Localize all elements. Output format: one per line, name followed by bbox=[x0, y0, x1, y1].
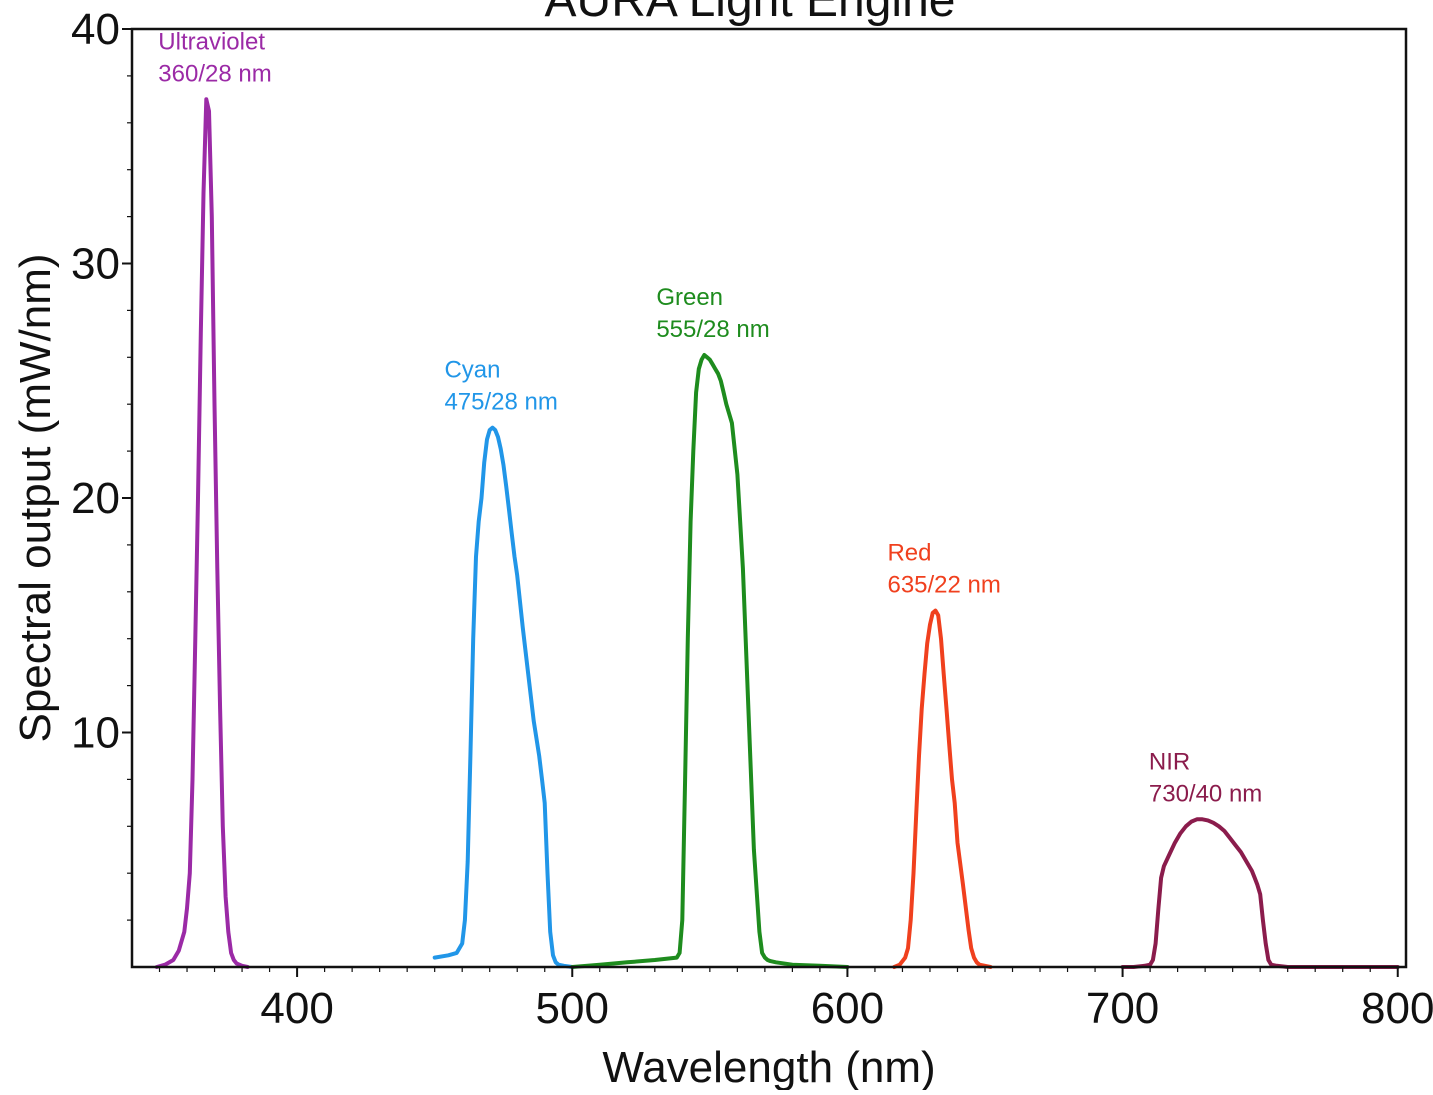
series-annotation-nir: 730/40 nm bbox=[1149, 780, 1262, 807]
x-axis-title: Wavelength (nm) bbox=[602, 1043, 935, 1090]
series-line-green bbox=[570, 353, 850, 969]
series-annotation-ultraviolet: 360/28 nm bbox=[158, 60, 271, 87]
series-label-nir: NIR bbox=[1149, 748, 1190, 775]
series-annotation-red: 635/22 nm bbox=[887, 572, 1000, 599]
series-label-red: Red bbox=[887, 540, 931, 567]
y-axis-title: Spectral output (mW/nm) bbox=[11, 253, 60, 742]
y-tick-label: 10 bbox=[71, 709, 120, 758]
series-label-cyan: Cyan bbox=[444, 357, 500, 384]
series-annotation-cyan: 475/28 nm bbox=[444, 389, 557, 416]
series-label-ultraviolet: Ultraviolet bbox=[158, 28, 265, 55]
plot-area: Ultraviolet 360/28 nm Cyan 475/28 nm Green 55… bbox=[154, 28, 1400, 969]
y-axis: 10 20 30 40 bbox=[71, 5, 132, 921]
x-tick-label: 600 bbox=[811, 984, 884, 1033]
x-tick-label: 700 bbox=[1086, 984, 1159, 1033]
chart-title: AURA Light Engine bbox=[545, 0, 956, 27]
series-line-red bbox=[892, 608, 993, 969]
series-line-cyan bbox=[432, 425, 575, 969]
x-axis: 400 500 600 700 800 bbox=[158, 967, 1433, 1033]
y-tick-label: 20 bbox=[71, 474, 120, 523]
x-tick-label: 800 bbox=[1361, 984, 1433, 1033]
series-line-ultraviolet bbox=[154, 97, 250, 969]
y-tick-label: 30 bbox=[71, 240, 120, 289]
x-tick-label: 400 bbox=[260, 984, 333, 1033]
x-tick-label: 500 bbox=[536, 984, 609, 1033]
series-line-nir bbox=[1120, 817, 1400, 969]
series-annotation-green: 555/28 nm bbox=[656, 316, 769, 343]
series-label-green: Green bbox=[656, 284, 723, 311]
y-tick-label: 40 bbox=[71, 5, 120, 54]
